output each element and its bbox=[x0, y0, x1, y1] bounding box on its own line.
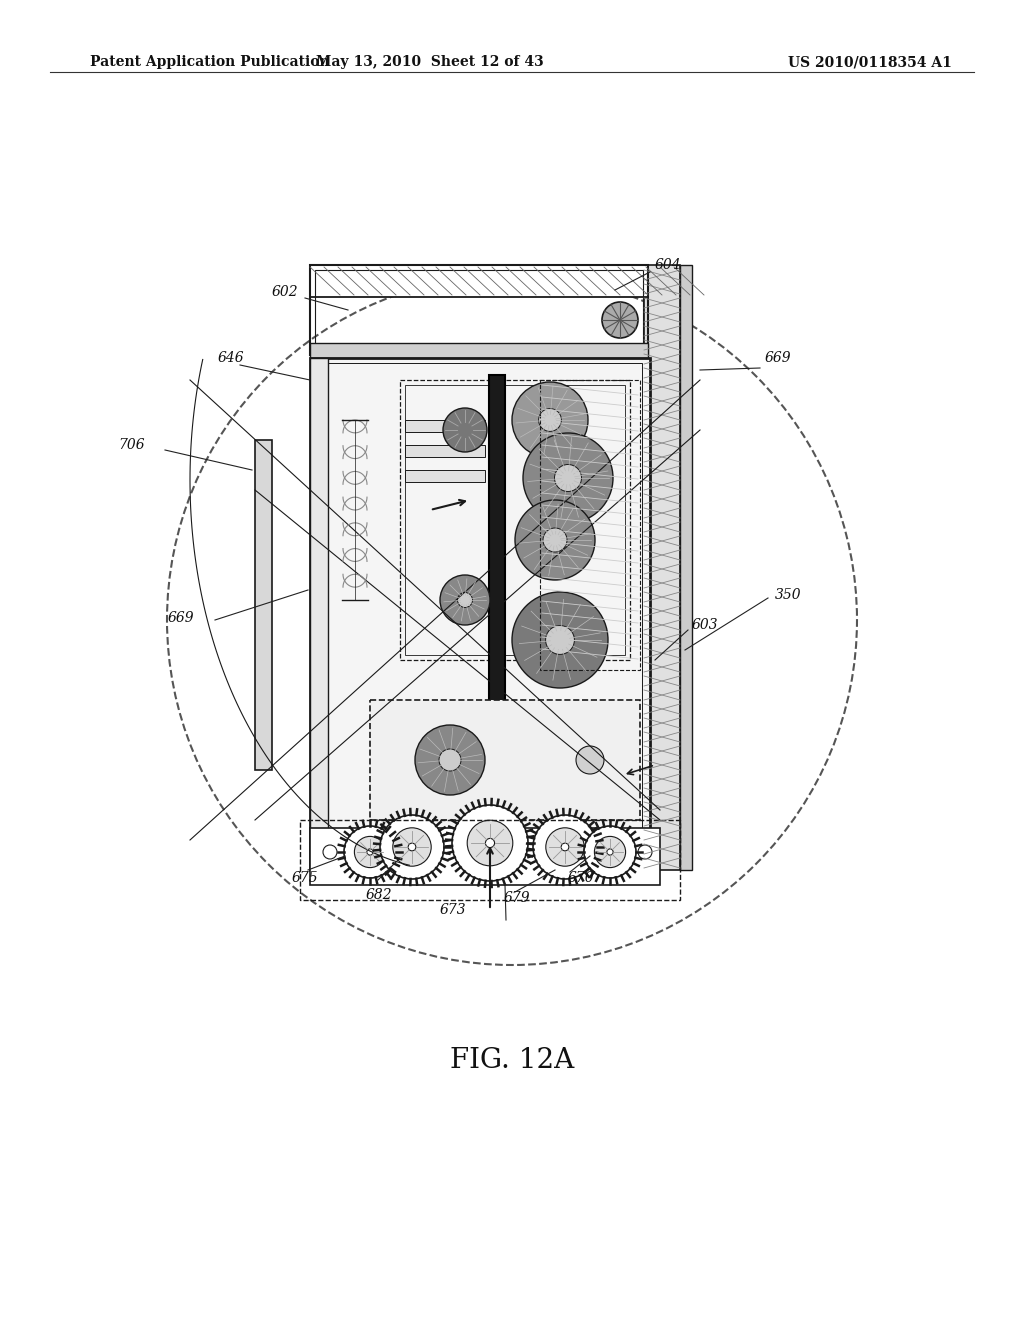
Text: 679: 679 bbox=[504, 891, 530, 906]
Circle shape bbox=[546, 626, 574, 655]
Text: 604: 604 bbox=[655, 257, 682, 272]
Circle shape bbox=[515, 500, 595, 579]
Bar bbox=[489, 375, 505, 845]
Circle shape bbox=[607, 849, 613, 855]
Circle shape bbox=[543, 528, 567, 552]
Bar bbox=[406, 420, 485, 432]
Bar bbox=[310, 358, 650, 870]
Text: US 2010/0118354 A1: US 2010/0118354 A1 bbox=[788, 55, 952, 69]
Bar bbox=[310, 358, 328, 870]
Text: 669: 669 bbox=[168, 611, 195, 624]
Circle shape bbox=[546, 828, 585, 866]
Bar bbox=[406, 385, 625, 655]
Bar bbox=[255, 440, 272, 770]
Circle shape bbox=[534, 814, 597, 879]
Circle shape bbox=[443, 408, 487, 451]
Bar bbox=[300, 820, 680, 900]
Circle shape bbox=[367, 849, 373, 855]
Bar bbox=[310, 343, 648, 358]
Circle shape bbox=[594, 837, 626, 867]
Bar bbox=[310, 828, 660, 884]
Circle shape bbox=[467, 820, 513, 866]
Circle shape bbox=[458, 593, 472, 607]
Circle shape bbox=[439, 748, 461, 771]
Bar bbox=[406, 470, 485, 482]
Bar bbox=[310, 265, 648, 297]
Circle shape bbox=[561, 843, 569, 851]
Bar bbox=[310, 265, 648, 355]
Circle shape bbox=[602, 302, 638, 338]
Bar bbox=[644, 265, 680, 870]
Circle shape bbox=[539, 409, 561, 432]
Text: 675: 675 bbox=[292, 871, 318, 884]
Bar bbox=[406, 445, 485, 457]
Text: 602: 602 bbox=[272, 285, 299, 300]
Circle shape bbox=[354, 837, 386, 867]
Circle shape bbox=[584, 826, 636, 878]
Bar bbox=[318, 363, 642, 865]
Bar bbox=[400, 380, 630, 660]
Circle shape bbox=[575, 746, 604, 774]
Text: FIG. 12A: FIG. 12A bbox=[450, 1047, 574, 1073]
Text: 646: 646 bbox=[218, 351, 245, 366]
Text: 603: 603 bbox=[692, 618, 719, 632]
Text: Patent Application Publication: Patent Application Publication bbox=[90, 55, 330, 69]
Text: May 13, 2010  Sheet 12 of 43: May 13, 2010 Sheet 12 of 43 bbox=[316, 55, 544, 69]
Bar bbox=[370, 700, 640, 820]
Circle shape bbox=[380, 814, 444, 879]
Circle shape bbox=[409, 843, 416, 851]
Circle shape bbox=[485, 838, 495, 847]
Circle shape bbox=[415, 725, 485, 795]
Circle shape bbox=[440, 576, 490, 624]
Circle shape bbox=[555, 465, 582, 491]
Circle shape bbox=[512, 591, 608, 688]
Bar bbox=[540, 380, 640, 671]
Circle shape bbox=[393, 828, 431, 866]
Circle shape bbox=[523, 433, 613, 523]
Text: 669: 669 bbox=[765, 351, 792, 366]
Bar bbox=[680, 265, 692, 870]
Circle shape bbox=[452, 805, 528, 880]
Circle shape bbox=[512, 381, 588, 458]
Text: 670: 670 bbox=[568, 871, 595, 884]
Text: 682: 682 bbox=[366, 888, 392, 902]
Text: 350: 350 bbox=[775, 587, 802, 602]
Bar bbox=[315, 271, 643, 350]
Text: 706: 706 bbox=[118, 438, 144, 451]
Text: 673: 673 bbox=[440, 903, 467, 917]
Circle shape bbox=[344, 826, 396, 878]
